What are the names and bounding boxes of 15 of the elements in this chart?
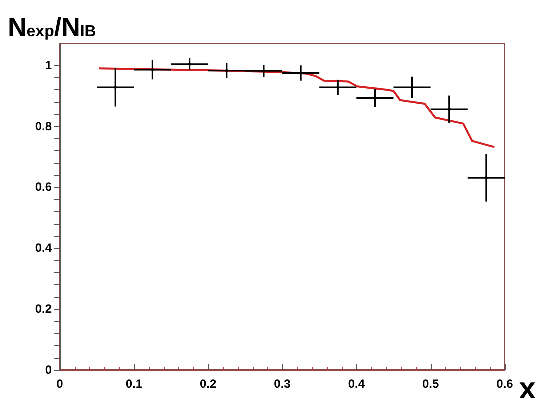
x-tick-label: 0.4 — [348, 377, 366, 391]
y-tick-label: 0 — [45, 363, 52, 377]
x-tick-label: 0.1 — [126, 377, 143, 391]
y-tick-label: 0.6 — [35, 180, 52, 194]
x-tick-label: 0.5 — [422, 377, 440, 391]
y-axis-title: Nexp/NIB — [8, 12, 96, 42]
x-tick-label: 0.2 — [200, 377, 217, 391]
x-axis-title: x — [519, 372, 536, 406]
y-tick-label: 0.2 — [35, 302, 52, 316]
x-tick-label: 0.6 — [496, 377, 514, 391]
y-tick-label: 0.4 — [35, 241, 52, 256]
x-tick-label: 0 — [56, 377, 64, 391]
y-tick-label: 0.8 — [35, 119, 52, 134]
y-tick-label: 1 — [45, 58, 52, 72]
x-tick-label: 0.3 — [274, 377, 292, 391]
